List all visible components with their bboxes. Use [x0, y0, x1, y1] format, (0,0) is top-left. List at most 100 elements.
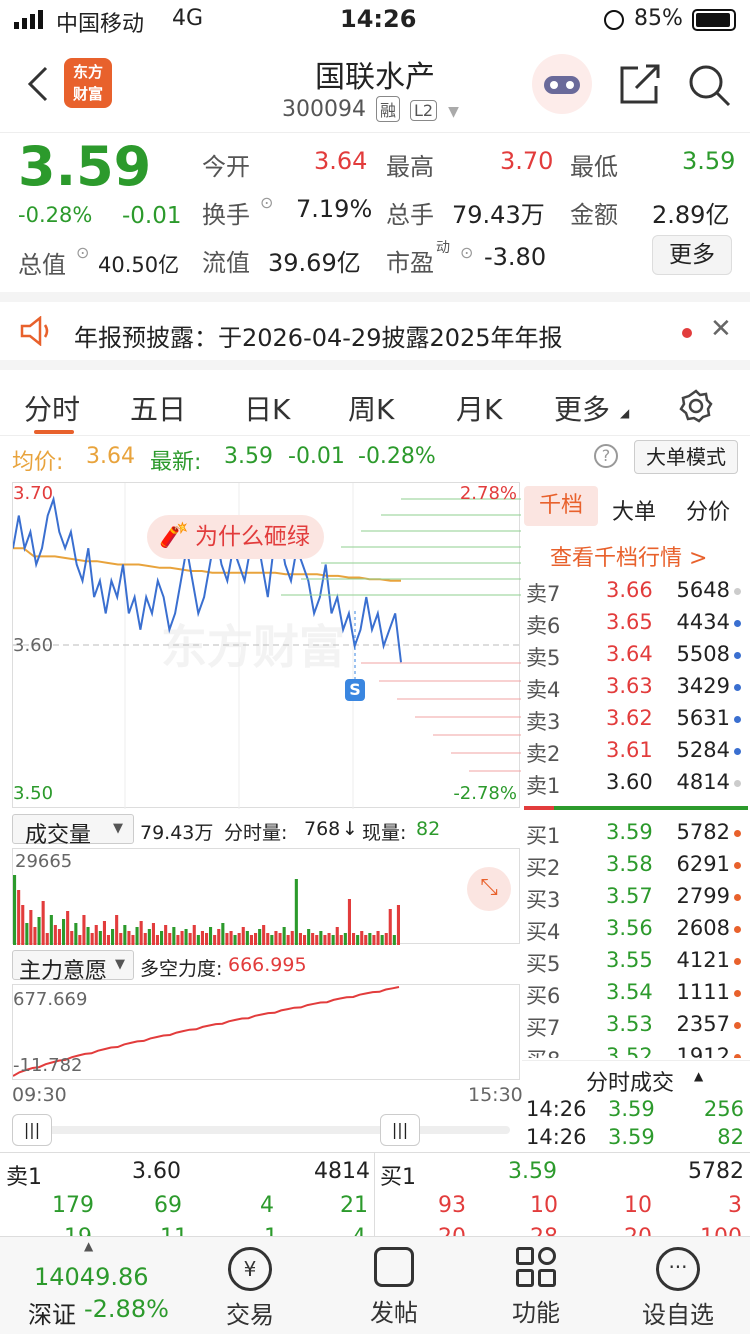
tab-month-k[interactable]: 月K — [456, 393, 503, 426]
watermark: 东方财富 — [161, 620, 345, 674]
info-icon[interactable]: ⊙ — [76, 243, 90, 262]
order-book-row[interactable]: 买6 3.54 1111 — [522, 978, 750, 1010]
order-book-row[interactable]: 卖7 3.66 5648 — [522, 576, 750, 608]
range-handle-right[interactable]: ||| — [380, 1114, 420, 1146]
level-dot — [734, 926, 741, 933]
volume-bar — [282, 927, 286, 945]
order-book-row[interactable]: 卖6 3.65 4434 — [522, 608, 750, 640]
dropdown-icon[interactable]: ▼ — [448, 104, 459, 120]
order-book-row[interactable]: 买8 3.52 1912 — [522, 1042, 750, 1058]
tab-day-k[interactable]: 日K — [244, 393, 291, 426]
back-icon[interactable] — [24, 64, 54, 104]
trades-title[interactable]: 分时成交 — [586, 1071, 675, 1096]
level-label: 卖5 — [526, 646, 561, 670]
quote-panel: 3.59 -0.28% -0.01 总值 ⊙ 40.50亿 今开 3.64 最高… — [0, 132, 750, 292]
trade-row: 14:26 3.59 82 — [522, 1123, 750, 1155]
order-book-row[interactable]: 卖2 3.61 5284 — [522, 736, 750, 768]
level-label: 买8 — [526, 1044, 560, 1058]
tab-intraday[interactable]: 分时 — [24, 393, 81, 426]
notice-bar[interactable]: 年报预披露：于2026-04-29披露2025年年报 ✕ — [0, 292, 750, 358]
level-label: 卖1 — [526, 774, 561, 798]
side-tab-big[interactable]: 大单 — [612, 500, 657, 525]
level2-tag: L2 — [410, 100, 438, 121]
y-mid-label: 3.60 — [13, 635, 54, 656]
index-value[interactable]: 14049.86 — [34, 1263, 149, 1291]
order-book-row[interactable]: 买2 3.58 6291 — [522, 850, 750, 882]
volume-bar — [200, 931, 204, 945]
level-volume: 4814 — [676, 770, 730, 794]
volume-bar — [266, 933, 270, 945]
force-selector[interactable]: 主力意愿 ▼ — [12, 950, 134, 984]
volume-bar — [62, 919, 66, 945]
collapse-icon[interactable]: ▲ — [694, 1069, 704, 1083]
order-book-row[interactable]: 买7 3.53 2357 — [522, 1010, 750, 1042]
why-drop-badge[interactable]: 🧨 为什么砸绿 — [147, 515, 324, 559]
volume-bar — [160, 931, 164, 945]
close-icon[interactable]: ✕ — [710, 314, 732, 344]
side-tab-price[interactable]: 分价 — [686, 500, 731, 525]
volume-bar — [21, 905, 25, 945]
add-watchlist-button[interactable]: ··· 设自选 — [618, 1247, 738, 1330]
more-triangle-icon: ◢ — [620, 406, 630, 420]
index-name: 深证 — [28, 1301, 76, 1329]
info-icon[interactable]: ⊙ — [460, 243, 474, 262]
view-level-link[interactable]: 查看千档行情 > — [550, 546, 708, 571]
order-book-row[interactable]: 卖5 3.64 5508 — [522, 640, 750, 672]
level-dot — [734, 1022, 741, 1029]
order-book-row[interactable]: 买1 3.59 5782 — [522, 818, 750, 850]
order-book-row[interactable]: 买3 3.57 2799 — [522, 882, 750, 914]
volume-bar — [388, 909, 392, 945]
chevron-down-icon: ▼ — [113, 821, 123, 836]
help-icon[interactable]: ? — [594, 444, 618, 468]
force-header: 主力意愿 ▼ 多空力度: 666.995 — [12, 948, 520, 984]
order-book-row[interactable]: 卖3 3.62 5631 — [522, 704, 750, 736]
signal-s-marker[interactable]: S — [345, 679, 365, 701]
expand-up-icon[interactable]: ▲ — [84, 1239, 94, 1253]
level-volume: 4121 — [676, 948, 730, 972]
tab-week-k[interactable]: 周K — [348, 393, 395, 426]
volume-bar — [221, 923, 225, 945]
intraday-chart[interactable]: 东方财富 3.70 3.60 3.50 2.78% -2.78% 🧨 为什么砸绿… — [12, 482, 521, 809]
volume-bar — [298, 933, 302, 945]
robot-avatar-icon[interactable] — [532, 54, 592, 114]
expand-icon[interactable]: ⤡ — [467, 867, 511, 911]
more-button[interactable]: 更多 — [652, 235, 732, 275]
big-order-mode-button[interactable]: 大单模式 — [634, 440, 738, 474]
avg-label: 均价: — [12, 450, 64, 475]
level-price: 3.64 — [606, 642, 653, 666]
level-dot — [734, 990, 741, 997]
order-book-row[interactable]: 买4 3.56 2608 — [522, 914, 750, 946]
volume-bar — [196, 935, 200, 945]
volume-bar — [339, 935, 343, 945]
volume-bar — [147, 929, 151, 945]
queue-cell: 3 — [728, 1193, 742, 1218]
side-tab-level[interactable]: 千档 — [524, 486, 598, 526]
order-book-row[interactable]: 卖1 3.60 4814 — [522, 768, 750, 800]
order-book-row[interactable]: 买5 3.55 4121 — [522, 946, 750, 978]
range-handle-left[interactable]: ||| — [12, 1114, 52, 1146]
trade-button[interactable]: ¥ 交易 — [190, 1247, 310, 1330]
info-icon[interactable]: ⊙ — [260, 193, 274, 212]
volume-bar — [205, 933, 209, 945]
settings-icon[interactable] — [678, 388, 714, 424]
volume-bar — [139, 921, 143, 945]
functions-button[interactable]: 功能 — [476, 1247, 596, 1328]
level-price: 3.60 — [606, 770, 653, 794]
post-button[interactable]: 发帖 — [334, 1247, 454, 1328]
order-book-row[interactable]: 卖4 3.63 3429 — [522, 672, 750, 704]
search-icon[interactable] — [686, 62, 732, 108]
current-price: 3.59 — [18, 135, 152, 198]
range-scrollbar[interactable]: ||| ||| — [12, 1112, 520, 1148]
tab-5day[interactable]: 五日 — [130, 393, 187, 426]
volume-bar — [213, 935, 217, 945]
bid-list: 买1 3.59 5782 买2 3.58 6291 买3 3.57 2799 买4 3.56 2608… — [522, 818, 750, 1058]
latest-percent: -0.28% — [358, 444, 436, 469]
level-price: 3.55 — [606, 948, 653, 972]
share-icon[interactable] — [618, 62, 662, 106]
volume-bar — [74, 923, 78, 945]
low-label: 最低 — [570, 153, 618, 181]
volume-bar — [94, 925, 98, 945]
volume-bar — [33, 927, 37, 945]
tab-more[interactable]: 更多 — [554, 393, 611, 426]
volume-selector[interactable]: 成交量 ▼ — [12, 814, 134, 848]
